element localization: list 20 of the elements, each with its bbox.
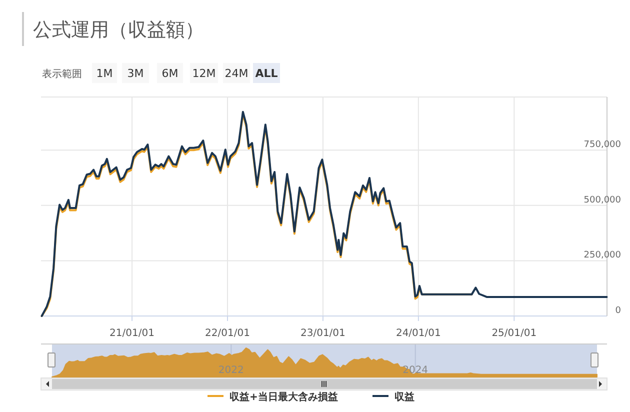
legend-label: 収益	[394, 391, 414, 403]
x-tick-label: 22/01/01	[205, 328, 250, 339]
range-button: 3M	[122, 63, 149, 83]
x-tick-label: 24/01/01	[396, 328, 441, 339]
text: 表示範囲	[42, 68, 82, 80]
range-button: 1M	[92, 63, 117, 83]
range-button: 24M	[223, 63, 250, 83]
y-tick-label: 250,000	[584, 250, 622, 261]
chart-title: 公式運用（収益額）	[33, 19, 204, 41]
y-tick-label: 500,000	[584, 195, 622, 206]
range-button: 12M	[190, 63, 218, 83]
range-button: ALL	[253, 63, 280, 83]
x-tick-label: 25/01/01	[492, 328, 537, 339]
y-tick-label: 750,000	[584, 140, 622, 150]
x-tick-label: 2022	[218, 365, 244, 376]
range-button: 6M	[157, 63, 183, 83]
y-tick-label: 0	[615, 306, 622, 316]
legend-label: 収益+当日最大含み損益	[230, 391, 338, 403]
x-tick-label: 23/01/01	[300, 328, 346, 339]
x-tick-label: 21/01/01	[110, 328, 154, 339]
